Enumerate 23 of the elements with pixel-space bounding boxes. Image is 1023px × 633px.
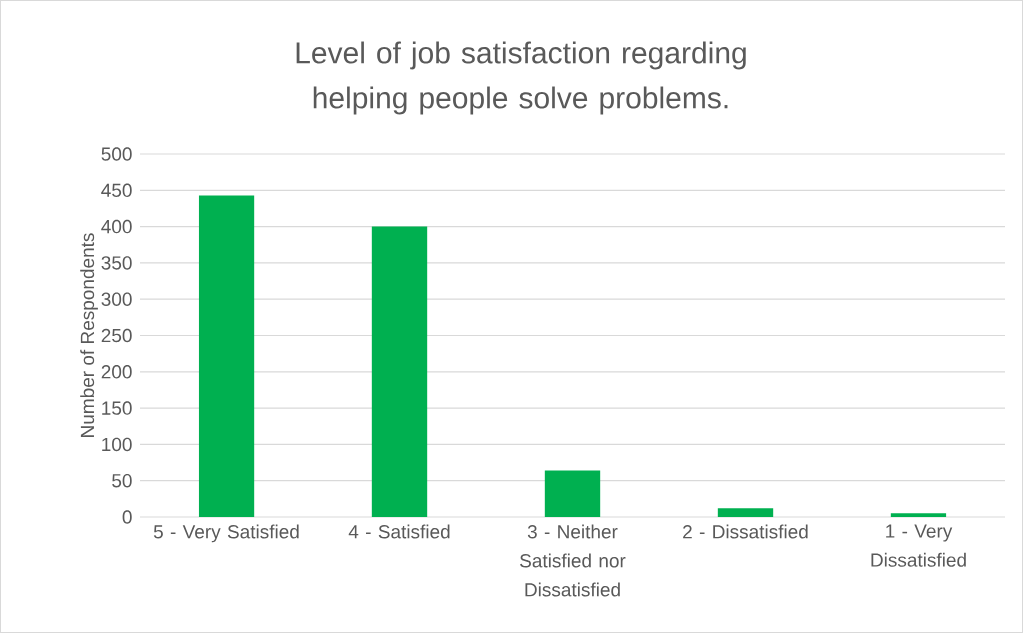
y-tick-label: 250 <box>101 328 132 343</box>
bar <box>544 470 601 517</box>
y-tick-label: 0 <box>122 510 132 524</box>
x-tick-label: 2 - Dissatisfied <box>683 524 808 539</box>
y-tick-label: 300 <box>101 292 132 306</box>
x-tick-label: 5 - Very Satisfied <box>153 524 299 543</box>
y-tick-label: 450 <box>101 183 132 198</box>
y-tick-label: 500 <box>101 147 132 161</box>
y-tick-label: 100 <box>102 437 132 452</box>
y-tick-label: 400 <box>101 219 132 234</box>
y-tick-label: 50 <box>112 473 132 488</box>
bar <box>717 508 774 517</box>
x-tick-label: 3 - Neither Satisfied nor Dissatisfied <box>520 524 626 597</box>
y-axis-title: Number of Respondents <box>80 233 98 437</box>
bar <box>371 226 428 517</box>
chart-title: Level of job satisfaction regarding helping people solve problems. <box>296 41 746 115</box>
x-tick-label: 4 - Satisfied <box>348 524 450 539</box>
y-tick-label: 350 <box>101 256 132 270</box>
y-tick-label: 200 <box>101 365 132 379</box>
x-tick-label: 1 - Very Dissatisfied <box>871 524 966 567</box>
bar <box>198 195 255 517</box>
y-tick-label: 150 <box>102 401 132 415</box>
bar <box>890 513 947 517</box>
